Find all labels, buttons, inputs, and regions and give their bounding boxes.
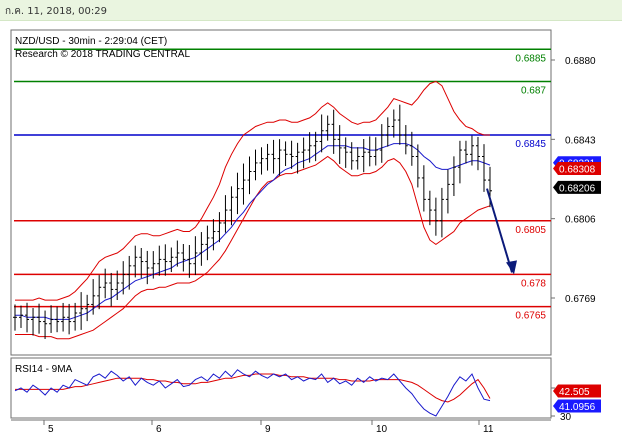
price-panel-frame [10,29,552,356]
level-label: 0.6885 [515,53,546,64]
level-label: 0.678 [521,278,546,289]
y-axis: 0.6880 0.6843 0.6806 0.6769 [551,56,596,305]
rsi-tag-label: 42.505 [559,387,590,398]
y-tick-label: 0.6843 [565,135,596,146]
chart-title: NZD/USD - 30min - 2:29:04 (CET) [15,36,167,47]
rsi-line [14,369,491,417]
level-label: 0.6805 [515,225,546,236]
price-tag [553,161,601,175]
lower-band [15,155,491,340]
arrow-head [506,260,517,275]
bollinger-bands [15,80,491,340]
x-tick-label: 11 [483,424,494,435]
price-tag [553,180,601,194]
rsi-tag-label: 41.0956 [559,402,596,413]
rsi-tag [553,399,601,413]
y-tick-label: 0.6769 [565,294,596,305]
level-label: 0.6765 [515,311,546,322]
timestamp-bar: ก.ค. 11, 2018, 00:29 [0,0,622,21]
rsi-y-tick-label: 30 [560,412,572,423]
y-tick-label: 0.6806 [565,215,596,226]
x-tick-label: 9 [265,424,271,435]
x-tick-label: 5 [48,424,54,435]
rsi-tag [553,384,601,398]
x-tick-label: 10 [376,424,388,435]
chart-subtitle: Research © 2018 TRADING CENTRAL [15,49,190,60]
price-tag-label: 0.68308 [559,164,596,175]
forecast-arrow [486,188,517,275]
price-bars [13,104,492,340]
rsi-ma-line [15,373,491,403]
y-tick-label: 0.6880 [565,56,596,67]
level-label: 0.687 [521,85,546,96]
x-tick-label: 6 [156,424,162,435]
timestamp-label: ก.ค. 11, 2018, 00:29 [5,6,107,17]
rsi-panel-frame [10,357,552,419]
arrow-shaft [486,188,513,273]
rsi-title: RSI14 - 9MA [15,364,73,375]
support-resistance-levels: 0.6885 0.687 0.6845 0.6805 0.678 0.6765 [14,48,551,322]
x-axis: 5 6 9 10 11 [43,420,494,435]
price-tag-label: 0.68206 [559,183,596,194]
level-label: 0.6845 [515,139,546,150]
upper-band [15,80,490,301]
